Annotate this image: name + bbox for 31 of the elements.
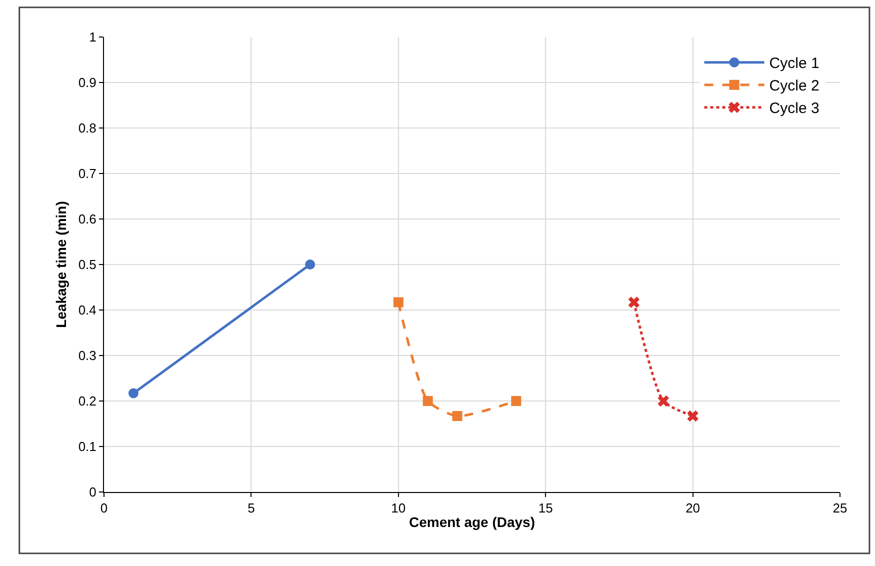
legend-label: Cycle 1	[769, 55, 820, 72]
y-tick-label: 0.8	[78, 120, 96, 136]
x-tick-label: 0	[100, 500, 108, 516]
x-tick-label: 10	[391, 500, 406, 516]
point	[628, 296, 640, 308]
y-tick-label: 0.6	[78, 212, 96, 227]
point	[128, 388, 138, 398]
y-tick-label: 0.7	[78, 166, 96, 182]
x-tick-label: 25	[832, 500, 848, 516]
y-tick-label: 0.2	[78, 394, 96, 409]
y-tick-label: 0.9	[78, 75, 96, 90]
y-tick-label: 1	[89, 30, 96, 45]
x-axis-title: Cement age (Days)	[408, 514, 536, 530]
y-tick-label: 0.3	[78, 348, 96, 364]
y-tick-label: 0.4	[78, 302, 96, 318]
x-tick-label: 5	[248, 500, 255, 516]
x-tick-label: 15	[538, 500, 553, 516]
point	[687, 410, 698, 422]
point	[393, 297, 404, 308]
point	[422, 396, 433, 406]
point	[511, 396, 522, 406]
y-tick-label: 0.1	[78, 439, 96, 454]
point	[452, 411, 462, 422]
x-tick-label: 20	[686, 500, 700, 516]
y-tick-label: 0.5	[78, 257, 96, 272]
y-tick-label: 0	[89, 484, 96, 500]
point	[305, 260, 316, 270]
legend-label: Cycle 2	[769, 78, 820, 95]
y-axis-title: Leakage time (min)	[52, 201, 69, 328]
legend-label: Cycle 3	[769, 100, 820, 118]
point	[658, 395, 670, 407]
